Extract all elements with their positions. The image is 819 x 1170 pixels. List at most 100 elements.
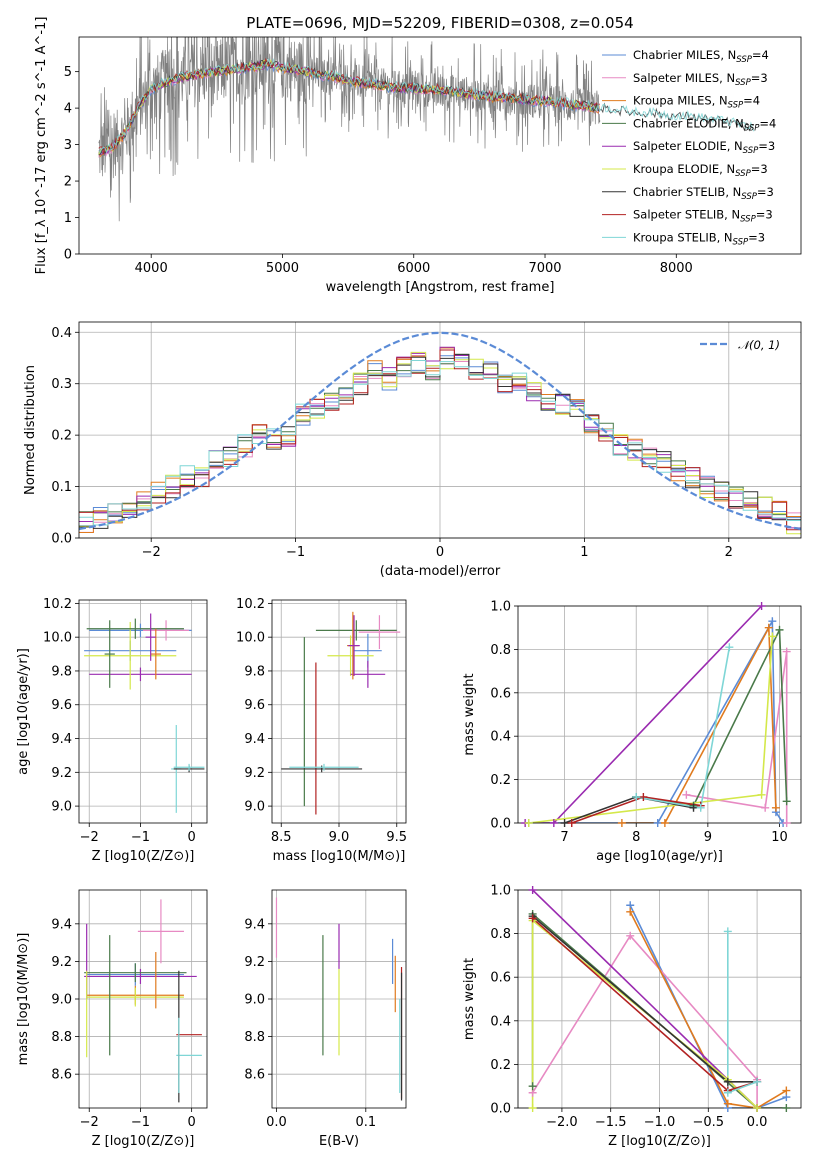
- weight-marker-chabrier_miles: [653, 819, 662, 827]
- spectrum-model-salpeter_stelib: [98, 57, 600, 155]
- legend-label-chabrier_elodie: Chabrier ELODIE, NSSP=4: [633, 116, 776, 133]
- weight-marker-kroupa_stelib: [723, 1088, 732, 1097]
- x-tick-label: 8.5: [271, 830, 292, 845]
- weight-marker-kroupa_elodie: [528, 1104, 537, 1112]
- weight-marker-salpeter_stelib: [639, 792, 648, 801]
- y-tick-label: 9.2: [244, 766, 265, 781]
- y-tick-label: 9.2: [51, 766, 72, 781]
- legend-label-tail: =4: [759, 116, 776, 130]
- legend-label-tail: =3: [751, 162, 768, 176]
- plot-area-residuals: [79, 331, 801, 535]
- weight-marker-chabrier_elodie: [782, 1104, 791, 1112]
- x-tick-label: 1: [580, 545, 588, 560]
- legend-label-sub: SSP: [735, 169, 751, 179]
- x-tick-label: 8000: [660, 261, 693, 276]
- weight-marker-kroupa_elodie: [524, 819, 533, 827]
- y-tick-label: 0.8: [490, 643, 511, 658]
- legend-label-tail: =3: [758, 139, 775, 153]
- y-tick-label: 9.0: [51, 800, 72, 815]
- y-tick-label: 9.4: [244, 917, 265, 932]
- x-tick-label: −2: [142, 545, 161, 560]
- y-tick-label: 1.0: [490, 600, 511, 615]
- x-tick-label: −2.0: [546, 1115, 578, 1130]
- y-axis-label: Normed distribution: [23, 365, 38, 495]
- weight-marker-kroupa_miles: [771, 803, 780, 812]
- panel-mass_vs_ebv: 0.0 0.1 8.6 8.8 9.0 9.2 9.4 E(B-V): [244, 889, 407, 1149]
- x-tick-label: 0.0: [266, 1115, 287, 1130]
- x-axis-label: age [log10(age/yr)]: [596, 849, 723, 864]
- y-tick-label: 3: [64, 138, 72, 153]
- y-axis-label: mass [log10(M/M⊙)]: [16, 933, 31, 1066]
- plot-area-weight_vs_z: [531, 890, 787, 1108]
- y-tick-label: 9.6: [51, 698, 72, 713]
- y-tick-label: 9.4: [51, 732, 72, 747]
- y-axis-label: age [log10(age/yr)]: [16, 648, 31, 775]
- legend-label-sub: SSP: [733, 237, 749, 247]
- legend-label-base: Salpeter STELIB, N: [633, 208, 740, 222]
- weight-marker-kroupa_miles: [617, 819, 626, 827]
- legend-label-sub: SSP: [728, 101, 744, 111]
- weight-marker-kroupa_stelib: [632, 792, 641, 801]
- y-tick-label: 4: [64, 102, 72, 117]
- y-tick-label: 0.8: [490, 927, 511, 942]
- y-tick-label: 9.2: [244, 955, 265, 970]
- y-tick-label: 5: [64, 65, 72, 80]
- weight-marker-chabrier_stelib: [689, 803, 698, 812]
- x-tick-label: −0.5: [693, 1115, 725, 1130]
- y-tick-label: 8.8: [244, 1030, 265, 1045]
- plot-area-mass_vs_ebv: [275, 897, 403, 1101]
- weight-line-salpeter_miles: [686, 651, 788, 823]
- panel-mass_vs_z: −2 −1 0 8.6 8.8 9.0 9.2 9.4 Z [log10(Z/Z⊙)] mass …: [16, 889, 208, 1149]
- legend-label-base: Kroupa MILES, N: [633, 94, 728, 108]
- x-tick-label: 5000: [266, 261, 299, 276]
- y-tick-label: 0.2: [490, 773, 511, 788]
- weight-line-salpeter_miles: [531, 934, 758, 1108]
- weight-marker-chabrier_elodie: [528, 1082, 537, 1091]
- y-tick-label: 1.0: [490, 884, 511, 899]
- axes-frame-mass_vs_z: [78, 889, 208, 1109]
- panel-age_vs_z: −2 −1 0 9.0 9.2 9.4 9.6 9.8 10.0 10.2 Z [log10(Z/Z…: [16, 597, 208, 864]
- weight-marker-kroupa_elodie: [757, 790, 766, 799]
- weight-line-kroupa_stelib: [636, 647, 731, 809]
- y-tick-label: 1: [64, 211, 72, 226]
- weight-marker-salpeter_elodie: [757, 602, 766, 610]
- legend-label-sub: SSP: [744, 123, 760, 133]
- axes-frame-spectrum: [78, 36, 802, 255]
- legend-label-kroupa_miles: Kroupa MILES, NSSP=4: [633, 94, 760, 111]
- x-tick-label: 8: [632, 830, 640, 845]
- x-tick-label: −1: [131, 1115, 150, 1130]
- y-tick-label: 0.3: [51, 377, 72, 392]
- y-tick-label: 9.4: [244, 732, 265, 747]
- x-tick-label: 0.0: [747, 1115, 768, 1130]
- legend-label-sub: SSP: [735, 78, 751, 88]
- x-axis-label: E(B-V): [319, 1134, 359, 1149]
- x-axis-label: Z [log10(Z/Z⊙)]: [92, 849, 195, 864]
- legend-label-sub: SSP: [741, 192, 757, 202]
- axes-frame-weight_vs_z: [517, 889, 802, 1109]
- weight-marker-kroupa_miles: [782, 1086, 791, 1095]
- legend-label-tail: =3: [748, 230, 765, 244]
- x-tick-label: 10: [771, 830, 788, 845]
- weight-marker-salpeter_miles: [782, 647, 791, 656]
- y-tick-label: 0.4: [490, 730, 511, 745]
- weight-marker-salpeter_miles: [782, 819, 791, 827]
- x-tick-label: 9.5: [386, 830, 407, 845]
- panel-weight_vs_z: −2.0 −1.5 −1.0 −0.5 0.0 0.0 0.2 0.4 0.6 0.8 1.0 Z […: [462, 884, 802, 1149]
- weight-marker-salpeter_miles: [682, 790, 691, 799]
- legend-label-base: Kroupa ELODIE, N: [633, 162, 735, 176]
- x-tick-label: −1.0: [644, 1115, 676, 1130]
- x-tick-label: −1: [286, 545, 305, 560]
- y-tick-label: 9.8: [51, 664, 72, 679]
- weight-marker-chabrier_stelib: [723, 1077, 732, 1086]
- x-tick-label: −2: [80, 830, 99, 845]
- weight-line-chabrier_miles: [528, 618, 784, 823]
- plot-area-mass_vs_z: [84, 899, 202, 1103]
- y-tick-label: 8.6: [244, 1068, 265, 1083]
- y-tick-label: 0.4: [490, 1014, 511, 1029]
- weight-marker-kroupa_miles: [764, 623, 773, 632]
- weight-marker-kroupa_stelib: [723, 927, 732, 936]
- y-axis-label: Flux [f_λ 10^-17 erg cm^-2 s^-1 A^-1]: [34, 17, 49, 275]
- spectrum-model-kroupa_stelib: [98, 57, 755, 154]
- weight-line-kroupa_stelib: [727, 931, 758, 1094]
